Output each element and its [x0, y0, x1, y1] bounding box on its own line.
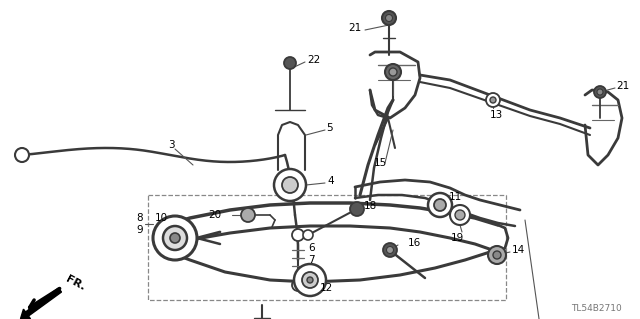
Text: 19: 19	[451, 233, 464, 243]
Circle shape	[302, 272, 318, 288]
Circle shape	[350, 202, 364, 216]
Text: 5: 5	[326, 123, 333, 133]
Circle shape	[170, 233, 180, 243]
Text: FR.: FR.	[64, 274, 87, 292]
Circle shape	[274, 169, 306, 201]
Bar	[148, 195, 506, 300]
Circle shape	[385, 14, 392, 21]
Circle shape	[294, 264, 326, 296]
Circle shape	[387, 247, 394, 254]
Text: 18: 18	[364, 201, 377, 211]
Text: 8: 8	[136, 213, 143, 223]
Text: 6: 6	[308, 243, 315, 253]
Circle shape	[383, 243, 397, 257]
Text: 16: 16	[408, 238, 421, 248]
Circle shape	[490, 97, 496, 103]
Circle shape	[292, 229, 304, 241]
Circle shape	[307, 277, 313, 283]
Circle shape	[594, 86, 606, 98]
Circle shape	[163, 226, 187, 250]
Text: 7: 7	[308, 255, 315, 265]
Circle shape	[382, 11, 396, 25]
Circle shape	[486, 93, 500, 107]
Text: 4: 4	[327, 176, 333, 186]
Circle shape	[303, 230, 313, 240]
Text: 21: 21	[348, 23, 361, 33]
Circle shape	[153, 216, 197, 260]
Circle shape	[385, 64, 401, 80]
Circle shape	[428, 193, 452, 217]
Text: 12: 12	[320, 283, 333, 293]
Circle shape	[434, 199, 446, 211]
Circle shape	[455, 210, 465, 220]
Circle shape	[389, 68, 397, 76]
Circle shape	[493, 251, 501, 259]
Text: 11: 11	[449, 192, 462, 202]
Circle shape	[488, 246, 506, 264]
Text: 22: 22	[307, 55, 320, 65]
Circle shape	[15, 148, 29, 162]
Circle shape	[241, 208, 255, 222]
Text: 15: 15	[374, 158, 387, 168]
Text: 3: 3	[168, 140, 175, 150]
Text: 20: 20	[208, 210, 221, 220]
Circle shape	[597, 89, 603, 95]
FancyArrow shape	[20, 288, 61, 319]
Circle shape	[450, 205, 470, 225]
Text: 14: 14	[512, 245, 525, 255]
Circle shape	[284, 57, 296, 69]
Text: 9: 9	[136, 225, 143, 235]
Text: 13: 13	[490, 110, 503, 120]
Text: 10: 10	[155, 213, 168, 223]
Text: TL54B2710: TL54B2710	[572, 304, 622, 313]
Circle shape	[292, 279, 304, 291]
Text: 21: 21	[616, 81, 629, 91]
Circle shape	[282, 177, 298, 193]
